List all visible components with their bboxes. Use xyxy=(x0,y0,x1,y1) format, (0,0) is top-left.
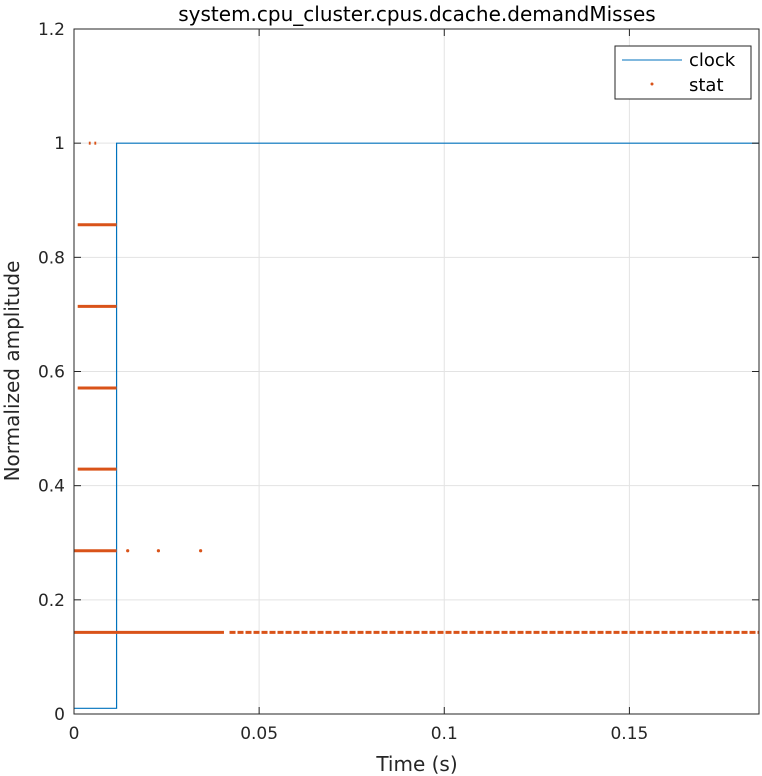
y-tick-label: 1.2 xyxy=(38,20,65,40)
y-tick-label: 0.4 xyxy=(38,477,65,497)
stat-marker xyxy=(156,549,161,553)
stat-marker xyxy=(126,549,130,553)
x-tick-label: 0.15 xyxy=(610,724,648,744)
y-tick-label: 0 xyxy=(54,705,65,725)
ticks: 0 0.05 0.1 0.15 0 0.2 0.4 0.6 0.8 1 1.2 xyxy=(38,20,759,744)
y-tick-label: 0.8 xyxy=(38,248,65,268)
y-tick-label: 1 xyxy=(54,134,65,154)
legend-stat-label: stat xyxy=(689,75,724,96)
x-tick-label: 0.1 xyxy=(431,724,458,744)
plot-area xyxy=(74,141,759,709)
legend-box xyxy=(614,45,752,100)
x-tick-label: 0.05 xyxy=(240,724,278,744)
legend: clock stat xyxy=(614,45,752,100)
x-tick-label: 0 xyxy=(69,724,80,744)
chart-title: system.cpu_cluster.cpus.dcache.demandMis… xyxy=(178,2,655,26)
y-tick-label: 0.2 xyxy=(38,591,65,611)
legend-clock-label: clock xyxy=(689,50,736,71)
y-tick-label: 0.6 xyxy=(38,363,65,383)
series-clock-line xyxy=(74,142,759,709)
x-axis-title: Time (s) xyxy=(375,752,457,776)
legend-stat-swatch xyxy=(650,82,654,86)
y-axis-title: Normalized amplitude xyxy=(0,261,24,482)
stat-marker xyxy=(199,549,203,553)
